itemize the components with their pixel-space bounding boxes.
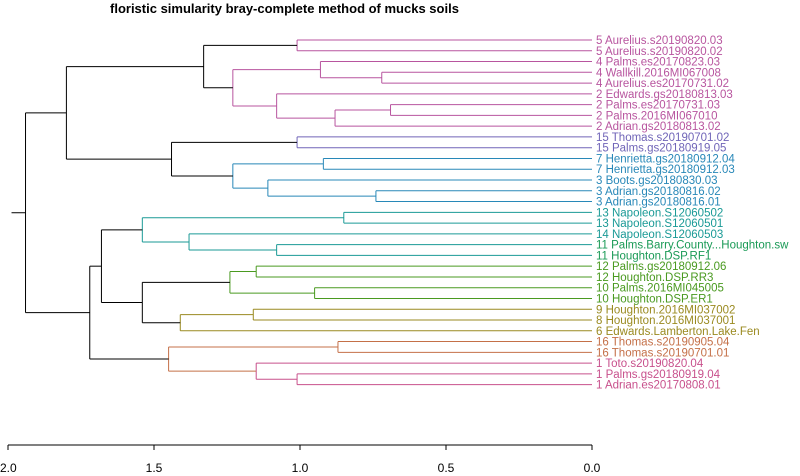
- leaf-label: 13 Napoleon.S12060501: [596, 218, 723, 230]
- chart-title: floristic simularity bray-complete metho…: [110, 1, 459, 16]
- leaf-label: 7 Henrietta.gs20180912.04: [596, 153, 735, 165]
- leaf-label: 1 Palms.gs20180919.04: [596, 369, 721, 381]
- leaf-label: 11 Palms.Barry.County...Houghton.sw: [596, 240, 789, 252]
- leaf-labels: 5 Aurelius.s20190820.035 Aurelius.s20190…: [596, 35, 789, 392]
- x-tick-label: 2.0: [0, 461, 17, 475]
- leaf-label: 4 Wallkill.2016MI067008: [596, 67, 721, 79]
- x-tick-label: 1.5: [146, 461, 163, 475]
- leaf-label: 5 Aurelius.s20190820.03: [596, 35, 723, 47]
- leaf-label: 9 Houghton.2016MI037002: [596, 304, 735, 316]
- leaf-label: 12 Houghton.DSP.RR3: [596, 272, 713, 284]
- leaf-label: 5 Aurelius.s20190820.02: [596, 46, 723, 58]
- leaf-label: 8 Houghton.2016MI037001: [596, 315, 735, 327]
- leaf-label: 7 Henrietta.gs20180912.03: [596, 164, 735, 176]
- x-tick-label: 0.5: [438, 461, 455, 475]
- leaf-label: 2 Edwards.gs20180813.03: [596, 89, 733, 101]
- leaf-label: 2 Palms.es20170731.03: [596, 100, 720, 112]
- leaf-label: 3 Adrian.gs20180816.01: [596, 197, 721, 209]
- leaf-label: 16 Thomas.s20190905.04: [596, 337, 730, 349]
- leaf-label: 12 Palms.gs20180912.06: [596, 261, 726, 273]
- leaf-label: 10 Palms.2016MI045005: [596, 283, 724, 295]
- x-tick-label: 0.0: [584, 461, 601, 475]
- leaf-label: 13 Napoleon.S12060502: [596, 207, 723, 219]
- leaf-label: 6 Edwards.Lamberton.Lake.Fen: [596, 326, 760, 338]
- leaf-label: 15 Thomas.s20190701.02: [596, 132, 729, 144]
- x-axis: 2.0 1.5 1.0 0.5 0.0: [0, 444, 601, 475]
- leaf-label: 14 Napoleon.S12060503: [596, 229, 723, 241]
- leaf-label: 15 Palms.gs20180919.05: [596, 143, 726, 155]
- leaf-label: 1 Toto.s20190820.04: [596, 358, 704, 370]
- leaf-label: 2 Adrian.gs20180813.02: [596, 121, 721, 133]
- leaf-label: 10 Houghton.DSP.ER1: [596, 293, 713, 305]
- leaf-label: 3 Boots.gs20180830.03: [596, 175, 718, 187]
- leaf-label: 1 Adrian.es20170808.01: [596, 380, 721, 392]
- leaf-label: 4 Palms.es20170823.03: [596, 57, 720, 69]
- leaf-label: 2 Palms.2016MI067010: [596, 110, 717, 122]
- x-tick-label: 1.0: [292, 461, 309, 475]
- leaf-label: 11 Houghton.DSP.RF1: [596, 250, 711, 262]
- leaf-label: 4 Aurelius.es20170731.02: [596, 78, 729, 90]
- leaf-label: 3 Adrian.gs20180816.02: [596, 186, 721, 198]
- leaf-label: 16 Thomas.s20190701.01: [596, 347, 729, 359]
- dendrogram-branches: [11, 39, 592, 386]
